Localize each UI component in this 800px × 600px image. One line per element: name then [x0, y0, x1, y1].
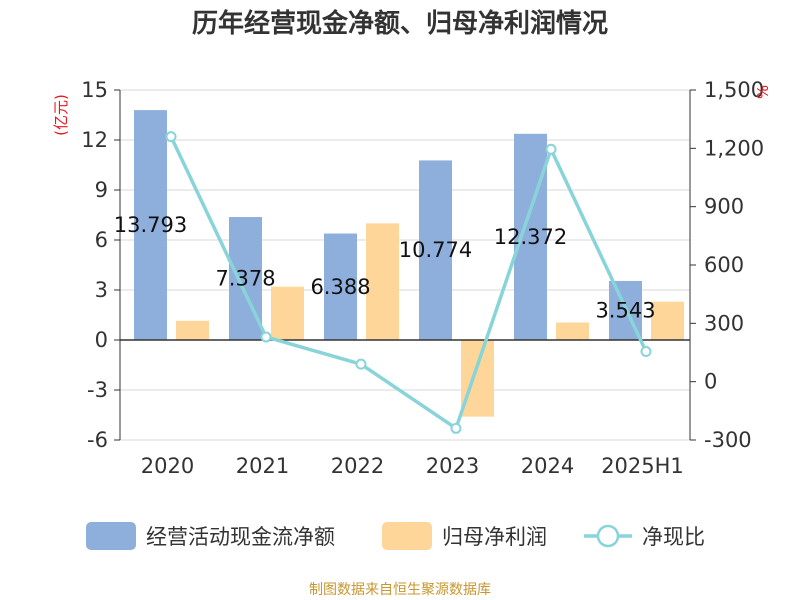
left-tick-label: -6: [87, 428, 108, 452]
left-tick-label: -3: [87, 378, 108, 402]
point-cash-ratio: [165, 131, 177, 143]
point-cash-ratio: [545, 143, 557, 155]
bar-net-profit: [176, 320, 209, 340]
x-tick-label: 2025H1: [601, 454, 684, 478]
legend-label-net-profit: 归母净利润: [442, 525, 547, 549]
left-axis-unit: (亿元): [52, 94, 70, 136]
right-tick-label: 0: [704, 370, 717, 394]
right-tick-label: 1,500: [704, 78, 764, 102]
left-tick-label: 3: [95, 278, 108, 302]
left-tick-label: 15: [81, 78, 108, 102]
right-axis-unit: %: [754, 85, 772, 99]
legend-swatch-operating-cashflow: [86, 522, 136, 550]
bar-net-profit: [366, 223, 399, 340]
right-tick-label: 600: [704, 253, 744, 277]
right-tick-label: 900: [704, 195, 744, 219]
left-tick-label: 6: [95, 228, 108, 252]
data-label-operating-cashflow: 13.793: [114, 213, 187, 237]
point-cash-ratio: [260, 331, 272, 343]
bar-net-profit: [651, 301, 684, 340]
data-label-operating-cashflow: 3.543: [595, 298, 655, 322]
legend-marker-cash-ratio: [596, 524, 620, 548]
bar-operating-cashflow: [324, 233, 357, 340]
bar-net-profit: [556, 322, 589, 340]
data-label-operating-cashflow: 6.388: [310, 275, 370, 299]
x-tick-label: 2021: [236, 454, 289, 478]
x-tick-label: 2023: [426, 454, 479, 478]
left-tick-label: 9: [95, 178, 108, 202]
right-tick-label: 1,200: [704, 136, 764, 160]
point-cash-ratio: [355, 358, 367, 370]
legend-swatch-net-profit: [382, 522, 432, 550]
point-cash-ratio: [640, 346, 652, 358]
legend-label-operating-cashflow: 经营活动现金流净额: [146, 525, 335, 549]
data-label-operating-cashflow: 12.372: [494, 225, 567, 249]
left-tick-label: 0: [95, 328, 108, 352]
data-label-operating-cashflow: 10.774: [399, 238, 472, 262]
bar-operating-cashflow: [134, 110, 167, 340]
data-label-operating-cashflow: 7.378: [215, 267, 275, 291]
bar-net-profit: [271, 286, 304, 340]
x-tick-label: 2022: [331, 454, 384, 478]
legend-label-cash-ratio: 净现比: [642, 525, 705, 549]
right-tick-label: 300: [704, 311, 744, 335]
x-tick-label: 2024: [521, 454, 574, 478]
right-tick-label: -300: [704, 428, 752, 452]
source-note: 制图数据来自恒生聚源数据库: [309, 582, 491, 598]
chart-title: 历年经营现金净额、归母净利润情况: [192, 8, 608, 39]
point-cash-ratio: [450, 422, 462, 434]
line-cash-ratio: [169, 135, 648, 431]
x-tick-label: 2020: [141, 454, 194, 478]
bar-net-profit: [461, 340, 494, 417]
left-tick-label: 12: [81, 128, 108, 152]
bar-operating-cashflow: [419, 160, 452, 340]
